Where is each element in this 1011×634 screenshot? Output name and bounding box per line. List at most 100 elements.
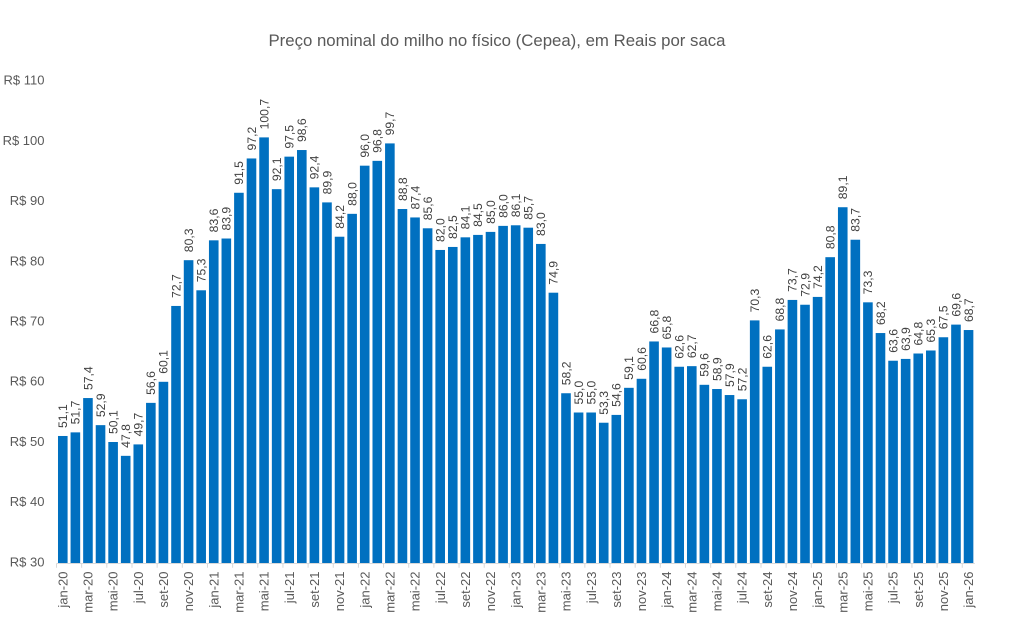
svg-text:jan-23: jan-23 (508, 572, 523, 609)
svg-text:R$ 80: R$ 80 (10, 253, 45, 268)
svg-text:nov-22: nov-22 (483, 572, 498, 612)
svg-text:60,6: 60,6 (635, 347, 649, 371)
svg-text:mar-20: mar-20 (81, 572, 96, 613)
svg-text:set-20: set-20 (156, 572, 171, 608)
svg-text:72,7: 72,7 (169, 274, 183, 298)
svg-text:74,2: 74,2 (811, 265, 825, 289)
svg-text:R$ 50: R$ 50 (10, 434, 45, 449)
svg-text:86,0: 86,0 (496, 194, 510, 218)
svg-text:68,7: 68,7 (962, 298, 976, 322)
svg-text:R$ 40: R$ 40 (10, 494, 45, 509)
svg-text:mai-20: mai-20 (106, 572, 121, 612)
svg-text:jul-20: jul-20 (131, 572, 146, 605)
svg-text:69,6: 69,6 (949, 293, 963, 317)
svg-text:mar-21: mar-21 (232, 572, 247, 613)
svg-text:jul-24: jul-24 (735, 572, 750, 605)
svg-text:97,5: 97,5 (283, 125, 297, 149)
svg-text:58,9: 58,9 (710, 357, 724, 381)
svg-text:89,9: 89,9 (320, 170, 334, 194)
svg-text:96,8: 96,8 (371, 129, 385, 153)
svg-text:jul-25: jul-25 (886, 572, 901, 605)
svg-text:66,8: 66,8 (647, 310, 661, 334)
svg-text:74,9: 74,9 (547, 261, 561, 285)
svg-text:60,1: 60,1 (157, 350, 171, 374)
svg-text:57,2: 57,2 (735, 367, 749, 391)
svg-text:52,9: 52,9 (94, 393, 108, 417)
svg-text:67,5: 67,5 (937, 305, 951, 329)
svg-text:62,6: 62,6 (673, 335, 687, 359)
svg-text:mai-25: mai-25 (861, 572, 876, 612)
svg-text:98,6: 98,6 (295, 118, 309, 142)
svg-text:R$ 90: R$ 90 (10, 193, 45, 208)
svg-text:nov-20: nov-20 (181, 572, 196, 612)
svg-text:96,0: 96,0 (358, 134, 372, 158)
svg-text:54,6: 54,6 (610, 383, 624, 407)
svg-text:50,1: 50,1 (106, 410, 120, 434)
svg-text:59,6: 59,6 (698, 353, 712, 377)
svg-text:80,3: 80,3 (182, 228, 196, 252)
svg-text:88,0: 88,0 (345, 182, 359, 206)
svg-text:84,2: 84,2 (333, 205, 347, 229)
svg-text:62,6: 62,6 (761, 335, 775, 359)
svg-text:jan-25: jan-25 (810, 572, 825, 609)
svg-text:62,7: 62,7 (685, 334, 699, 358)
svg-text:Preço nominal do milho no físi: Preço nominal do milho no físico (Cepea)… (268, 31, 726, 50)
svg-text:99,7: 99,7 (383, 111, 397, 135)
svg-text:82,0: 82,0 (433, 218, 447, 242)
svg-text:mar-23: mar-23 (533, 572, 548, 613)
svg-text:jul-22: jul-22 (433, 572, 448, 605)
svg-text:49,7: 49,7 (132, 412, 146, 436)
svg-text:mar-25: mar-25 (835, 572, 850, 613)
svg-text:nov-21: nov-21 (332, 572, 347, 612)
svg-text:84,1: 84,1 (459, 205, 473, 229)
svg-text:mai-23: mai-23 (559, 572, 574, 612)
svg-text:53,3: 53,3 (597, 391, 611, 415)
svg-text:59,1: 59,1 (622, 356, 636, 380)
svg-text:R$ 30: R$ 30 (10, 554, 45, 569)
svg-text:R$ 60: R$ 60 (10, 374, 45, 389)
svg-text:57,9: 57,9 (723, 363, 737, 387)
svg-text:mar-22: mar-22 (382, 572, 397, 613)
svg-text:jan-20: jan-20 (55, 572, 70, 609)
svg-text:set-21: set-21 (307, 572, 322, 608)
svg-text:56,6: 56,6 (144, 371, 158, 395)
svg-text:nov-24: nov-24 (785, 572, 800, 612)
svg-text:75,3: 75,3 (194, 258, 208, 282)
svg-text:85,0: 85,0 (484, 200, 498, 224)
svg-text:jul-21: jul-21 (282, 572, 297, 605)
svg-text:92,1: 92,1 (270, 157, 284, 181)
svg-text:57,4: 57,4 (81, 366, 95, 390)
svg-text:set-23: set-23 (609, 572, 624, 608)
svg-text:64,8: 64,8 (912, 322, 926, 346)
svg-text:51,1: 51,1 (56, 404, 70, 428)
svg-text:nov-25: nov-25 (936, 572, 951, 612)
svg-text:set-25: set-25 (911, 572, 926, 608)
svg-text:84,5: 84,5 (471, 203, 485, 227)
svg-text:mai-22: mai-22 (408, 572, 423, 612)
svg-text:80,8: 80,8 (823, 225, 837, 249)
svg-text:88,8: 88,8 (396, 177, 410, 201)
svg-text:85,6: 85,6 (421, 196, 435, 220)
svg-text:83,6: 83,6 (207, 208, 221, 232)
svg-text:jan-26: jan-26 (961, 572, 976, 609)
svg-text:51,7: 51,7 (69, 400, 83, 424)
svg-text:73,3: 73,3 (861, 270, 875, 294)
svg-text:jul-23: jul-23 (584, 572, 599, 605)
svg-text:jan-21: jan-21 (206, 572, 221, 609)
svg-text:100,7: 100,7 (257, 99, 271, 130)
svg-text:R$ 70: R$ 70 (10, 314, 45, 329)
svg-text:68,2: 68,2 (874, 301, 888, 325)
svg-text:97,2: 97,2 (245, 127, 259, 151)
svg-text:86,1: 86,1 (509, 193, 523, 217)
svg-text:R$ 100: R$ 100 (3, 133, 45, 148)
svg-text:63,6: 63,6 (886, 329, 900, 353)
svg-text:83,0: 83,0 (534, 212, 548, 236)
svg-text:55,0: 55,0 (572, 381, 586, 405)
svg-text:jan-22: jan-22 (357, 572, 372, 609)
svg-text:83,7: 83,7 (849, 208, 863, 232)
svg-text:jan-24: jan-24 (659, 572, 674, 609)
svg-text:set-22: set-22 (458, 572, 473, 608)
svg-text:82,5: 82,5 (446, 215, 460, 239)
svg-text:mai-21: mai-21 (257, 572, 272, 612)
svg-text:nov-23: nov-23 (634, 572, 649, 612)
